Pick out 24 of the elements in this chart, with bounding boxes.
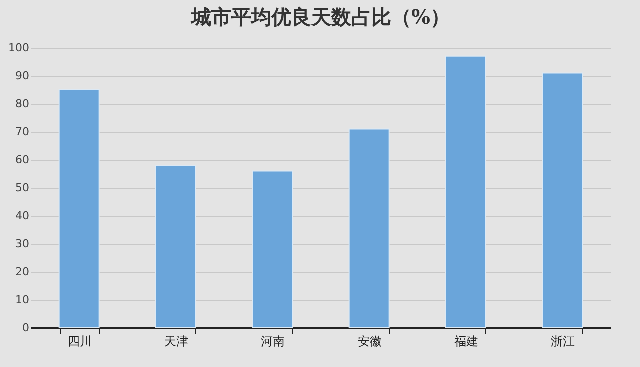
y-tick-label: 0: [22, 322, 30, 334]
chart-title: 城市平均优良天数占比（%）: [190, 5, 451, 29]
bar: [542, 72, 584, 328]
y-tick-label: 80: [16, 98, 30, 110]
bar: [58, 90, 100, 328]
y-tick-label: 70: [16, 126, 30, 138]
y-tick-label: 90: [16, 70, 30, 82]
y-tick-label: 60: [16, 154, 30, 166]
x-tick-label: 福建: [454, 334, 478, 348]
bar: [446, 56, 486, 328]
x-tick-label: 四川: [68, 334, 92, 348]
x-tick-label: 天津: [164, 334, 188, 348]
bar: [348, 128, 390, 328]
y-tick-label: 10: [16, 294, 30, 306]
bar: [252, 170, 294, 328]
bar: [156, 165, 196, 328]
y-tick-label: 20: [16, 266, 30, 278]
y-tick-label: 50: [16, 182, 30, 194]
y-tick-label: 40: [16, 210, 30, 222]
x-tick-label: 安徽: [358, 334, 382, 348]
y-tick-label: 100: [8, 42, 30, 54]
x-tick-label: 河南: [261, 334, 286, 348]
y-tick-label: 30: [16, 238, 30, 250]
x-tick-label: 浙江: [551, 334, 576, 348]
